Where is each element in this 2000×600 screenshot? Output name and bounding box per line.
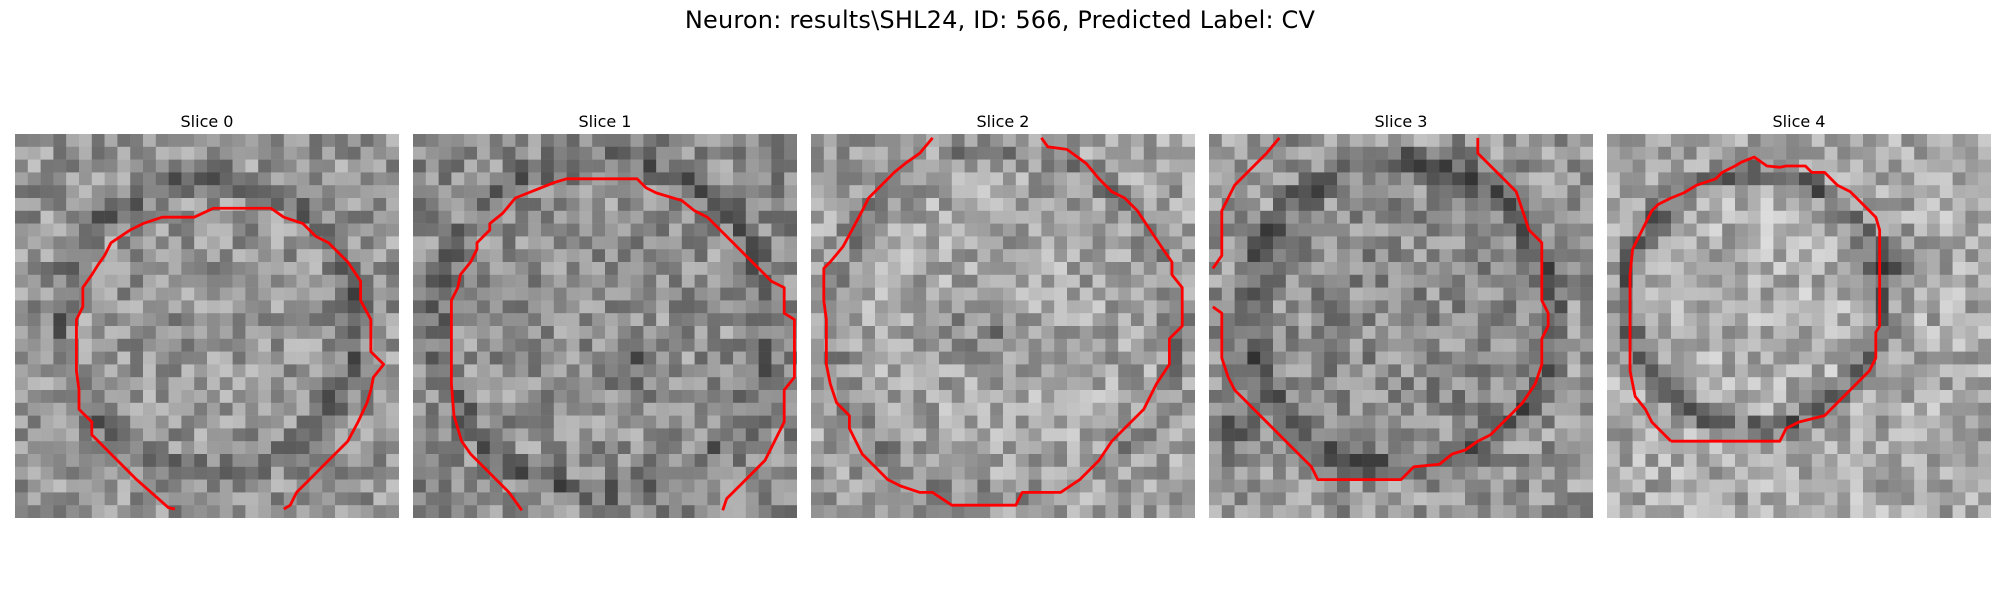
grayscale-pixel-grid (15, 134, 399, 518)
slice-panel-0: Slice 0 (15, 110, 399, 518)
segmentation-contour (1211, 136, 1550, 482)
grayscale-pixel-grid (413, 134, 797, 518)
slice-image-4 (1607, 134, 1991, 518)
slice-image-2 (811, 134, 1195, 518)
slice-image-3 (1209, 134, 1593, 518)
slice-image-0 (15, 134, 399, 518)
grayscale-pixel-grid (1607, 134, 1991, 518)
figure-title: Neuron: results\SHL24, ID: 566, Predicte… (684, 6, 1316, 34)
slice-panel-3: Slice 3 (1209, 110, 1593, 518)
segmentation-contour (449, 177, 796, 512)
segmentation-contour (1628, 155, 1882, 443)
slice-title-4: Slice 4 (1772, 112, 1826, 131)
segmentation-contour (75, 206, 386, 511)
slice-panel-4: Slice 4 (1607, 110, 1991, 518)
slice-image-1 (413, 134, 797, 518)
slice-title-2: Slice 2 (976, 112, 1030, 131)
segmentation-contour (822, 136, 1184, 507)
slice-title-3: Slice 3 (1374, 112, 1428, 131)
slice-panel-2: Slice 2 (811, 110, 1195, 518)
slice-panel-1: Slice 1 (413, 110, 797, 518)
slice-title-0: Slice 0 (180, 112, 234, 131)
grayscale-pixel-grid (1209, 134, 1593, 518)
slice-title-1: Slice 1 (578, 112, 632, 131)
